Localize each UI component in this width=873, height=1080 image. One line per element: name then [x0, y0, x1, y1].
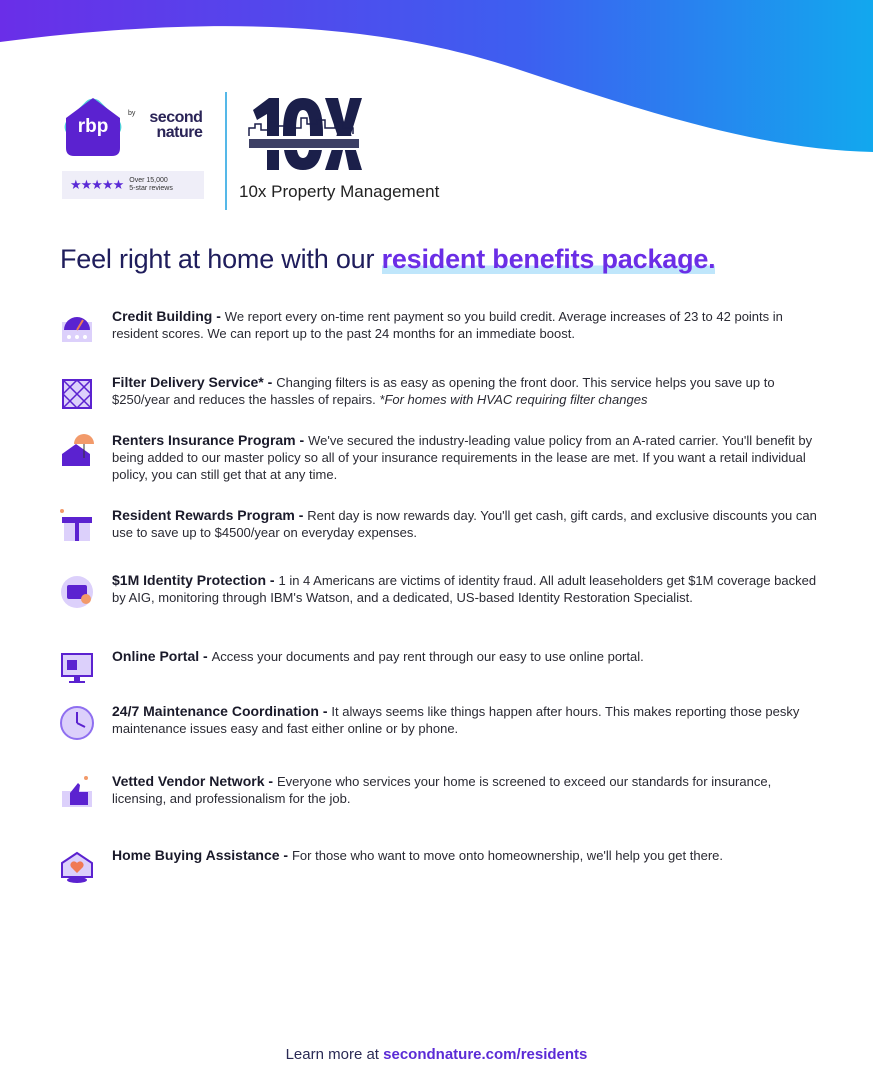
gift-icon: [60, 509, 92, 541]
thumbs-up-icon: [62, 776, 92, 807]
benefit-item: Vetted Vendor Network - Everyone who ser…: [58, 773, 823, 811]
benefit-title: Renters Insurance Program: [112, 432, 296, 448]
benefit-description: Access your documents and pay rent throu…: [211, 649, 644, 664]
star-rating-icon: ★★★★★: [70, 177, 124, 192]
benefit-title: Online Portal: [112, 648, 200, 664]
benefit-description: For those who want to move onto homeowne…: [291, 848, 723, 863]
logo-divider: [225, 92, 227, 210]
header-wave: [0, 0, 873, 152]
benefit-item: Credit Building - We report every on-tim…: [58, 308, 823, 346]
by-label: by: [128, 110, 136, 117]
benefit-description: Everyone who services your home is scree…: [112, 774, 772, 806]
rbp-logo: [64, 98, 122, 156]
reviews-label: 5-star reviews: [129, 185, 173, 192]
partner-name: 10x Property Management: [239, 182, 440, 201]
partner-logo: [247, 98, 362, 170]
benefit-text: 24/7 Maintenance Coordination - It alway…: [112, 703, 800, 736]
house-heart-icon: [61, 851, 93, 883]
benefit-item: 24/7 Maintenance Coordination - It alway…: [58, 703, 823, 741]
benefit-title: $1M Identity Protection: [112, 572, 267, 588]
benefit-item: Home Buying Assistance - For those who w…: [58, 847, 823, 885]
reviews-badge: ★★★★★ Over 15,000 5-star reviews: [62, 171, 204, 199]
benefit-description: It always seems like things happen after…: [112, 704, 800, 736]
benefit-item: $1M Identity Protection - 1 in 4 America…: [58, 572, 823, 610]
benefit-text: Renters Insurance Program - We've secure…: [112, 432, 813, 482]
benefit-item: Renters Insurance Program - We've secure…: [58, 432, 823, 483]
reviews-count: Over 15,000: [129, 177, 168, 184]
benefit-text: $1M Identity Protection - 1 in 4 America…: [112, 572, 817, 605]
benefit-text: Resident Rewards Program - Rent day is n…: [112, 507, 817, 540]
footer: Learn more at secondnature.com/residents: [0, 1046, 873, 1063]
credit-gauge-icon: [62, 317, 92, 342]
benefit-text: Credit Building - We report every on-tim…: [112, 308, 783, 341]
rbp-logo-text: rbp: [77, 116, 109, 137]
benefit-text: Online Portal - Access your documents an…: [112, 648, 644, 664]
second-nature-logo: second nature: [149, 109, 203, 141]
page-headline: Feel right at home with our resident ben…: [60, 244, 716, 274]
clock-icon: [60, 706, 94, 740]
benefit-description: We've secured the industry-leading value…: [112, 433, 813, 482]
benefit-title: Vetted Vendor Network: [112, 773, 265, 789]
second-nature-brand: by second nature: [128, 109, 203, 141]
benefit-description: Rent day is now rewards day. You'll get …: [112, 508, 817, 540]
benefit-item: Online Portal - Access your documents an…: [58, 648, 823, 686]
benefit-title: Resident Rewards Program: [112, 507, 295, 523]
benefit-description: 1 in 4 Americans are victims of identity…: [112, 573, 817, 605]
benefit-title: 24/7 Maintenance Coordination: [112, 703, 319, 719]
headline-highlight: resident benefits package.: [381, 244, 716, 274]
benefit-description: Changing filters is as easy as opening t…: [112, 375, 775, 407]
benefit-title: Filter Delivery Service*: [112, 374, 264, 390]
benefit-text: Filter Delivery Service* - Changing filt…: [112, 374, 775, 407]
monitor-icon: [61, 653, 93, 683]
id-badge-icon: [61, 576, 93, 608]
residents-link[interactable]: secondnature.com/residents: [383, 1046, 588, 1063]
benefit-description: We report every on-time rent payment so …: [112, 309, 783, 341]
footer-prefix: Learn more at: [285, 1046, 384, 1063]
benefit-text: Vetted Vendor Network - Everyone who ser…: [112, 773, 772, 806]
benefit-title: Home Buying Assistance: [112, 847, 280, 863]
air-filter-icon: [61, 378, 93, 410]
benefit-item: Filter Delivery Service* - Changing filt…: [58, 374, 823, 412]
benefit-text: Home Buying Assistance - For those who w…: [112, 847, 723, 863]
benefit-title: Credit Building: [112, 308, 213, 324]
umbrella-house-icon: [62, 434, 94, 466]
benefit-note: *For homes with HVAC requiring filter ch…: [379, 392, 648, 407]
benefit-item: Resident Rewards Program - Rent day is n…: [58, 507, 823, 545]
